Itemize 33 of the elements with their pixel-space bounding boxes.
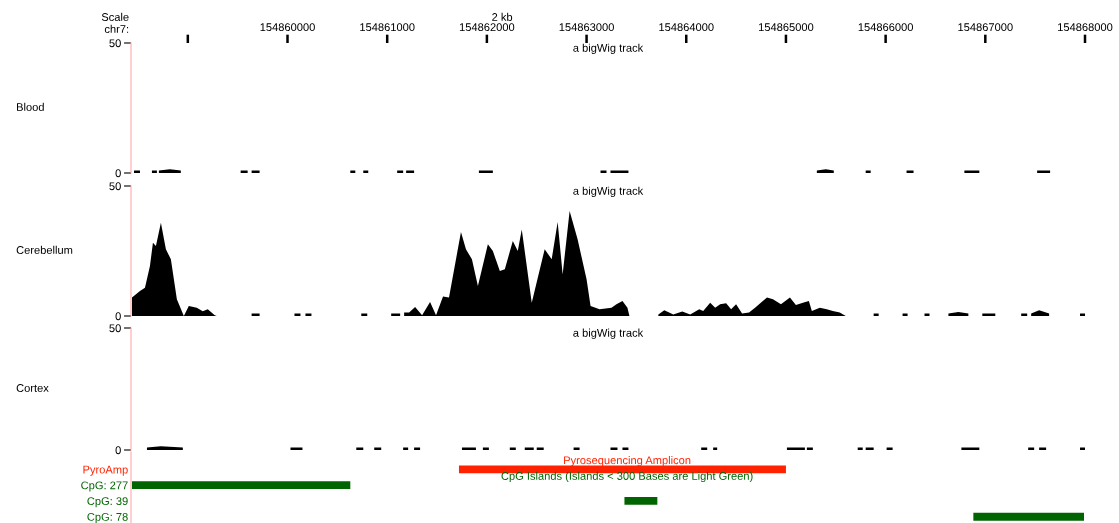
y-tick-label: 50 bbox=[109, 324, 121, 333]
x-tick-label: 154867000 bbox=[958, 23, 1013, 32]
chart-title: a bigWig track bbox=[573, 43, 644, 55]
text: 2 kb bbox=[492, 12, 513, 21]
y-tick-label: 0 bbox=[115, 169, 121, 178]
x-tick-label: 154863000 bbox=[559, 23, 614, 32]
y-axis-title: Cerebellum bbox=[16, 245, 73, 254]
bar bbox=[132, 481, 351, 490]
y-tick-label: 0 bbox=[115, 446, 121, 455]
chart-title: a bigWig track bbox=[573, 328, 644, 339]
y-tick-label: 50 bbox=[109, 39, 121, 48]
chart-title: a bigWig track bbox=[573, 186, 644, 198]
y-axis-title: Blood bbox=[17, 102, 44, 111]
x-tick-label: 154864000 bbox=[659, 23, 714, 32]
x-tick-label: 154860000 bbox=[260, 23, 315, 32]
text: Scale bbox=[101, 12, 129, 21]
x-tick-label: 154865000 bbox=[758, 23, 814, 32]
x-tick-label: 154861000 bbox=[360, 23, 415, 32]
y-tick-label: CpG: 277 bbox=[81, 481, 128, 492]
annotation: Pyrosequencing Amplicon bbox=[564, 455, 691, 467]
y-tick-label: CpG: 78 bbox=[87, 512, 128, 523]
y-tick-label: PyroAmp bbox=[83, 465, 128, 476]
x-tick-label: 154868000 bbox=[1058, 23, 1113, 32]
y-tick-label: CpG: 39 bbox=[87, 497, 128, 508]
annotation: CpG Islands (Islands < 300 Bases are Light Green) bbox=[501, 471, 753, 483]
y-tick-label: 50 bbox=[109, 182, 121, 191]
x-tick-label: 154866000 bbox=[858, 23, 913, 32]
x-axis-title: chr7: bbox=[104, 24, 129, 33]
bar bbox=[624, 496, 658, 505]
y-axis-title: Cortex bbox=[16, 384, 49, 392]
x-tick-label: 154862000 bbox=[459, 23, 515, 32]
bar bbox=[973, 512, 1084, 521]
y-tick-label: 0 bbox=[115, 312, 121, 321]
